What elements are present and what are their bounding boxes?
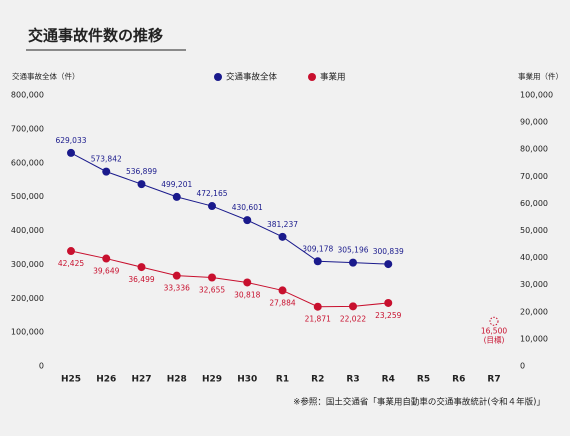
- x-tick-label: R2: [311, 375, 324, 385]
- x-tick-label: R4: [382, 375, 395, 385]
- x-tick-label: H30: [237, 375, 257, 385]
- data-point: [67, 247, 75, 256]
- legend-marker: [214, 73, 222, 81]
- y2-tick-label: 100,000: [520, 91, 553, 100]
- y-tick-label: 500,000: [11, 192, 44, 201]
- x-tick-label: R3: [346, 375, 359, 385]
- data-point: [243, 216, 252, 225]
- x-tick-label: H26: [96, 375, 116, 385]
- data-point: [208, 273, 216, 282]
- x-tick-label: R6: [452, 375, 465, 385]
- data-label: 430,601: [232, 203, 263, 212]
- y2-tick-label: 10,000: [520, 334, 548, 343]
- legend-label: 事業用: [320, 72, 346, 83]
- data-point: [278, 286, 287, 295]
- y-tick-label: 600,000: [11, 158, 44, 167]
- data-label: 381,237: [267, 220, 298, 229]
- legend-label: 交通事故全体: [226, 72, 278, 83]
- y-tick-label: 0: [39, 362, 44, 371]
- data-label: 33,336: [164, 284, 190, 293]
- data-label: 21,871: [305, 315, 331, 324]
- data-point: [208, 202, 216, 211]
- data-label: 305,196: [337, 246, 368, 255]
- data-label: 23,259: [375, 311, 401, 320]
- y-tick-label: 400,000: [11, 226, 44, 235]
- series-line: [70, 152, 389, 265]
- data-label: 472,165: [196, 189, 227, 198]
- x-tick-label: H25: [61, 375, 81, 385]
- y2-tick-label: 30,000: [520, 280, 548, 289]
- target-point: [489, 316, 499, 326]
- data-point: [384, 260, 393, 269]
- data-label: 36,499: [128, 275, 154, 284]
- y2-tick-label: 70,000: [520, 172, 548, 181]
- data-label: 42,425: [58, 259, 84, 268]
- data-point: [384, 298, 393, 307]
- data-label: 39,649: [93, 267, 119, 276]
- y-tick-label: 300,000: [11, 260, 44, 269]
- data-point: [172, 192, 181, 201]
- y-axis-label: 交通事故全体（件）: [12, 71, 80, 81]
- y-tick-label: 200,000: [11, 294, 44, 303]
- data-label: 300,839: [373, 247, 404, 256]
- y-tick-label: 800,000: [11, 91, 44, 100]
- data-point: [102, 254, 111, 263]
- source-note: ※参照：国土交通省「事業用自動車の交通事故統計(令和４年版)」: [293, 397, 545, 408]
- data-point: [172, 271, 181, 280]
- data-point: [349, 258, 357, 267]
- data-label: 573,842: [91, 155, 122, 164]
- x-tick-label: R1: [276, 375, 289, 385]
- data-point: [313, 257, 322, 266]
- legend-marker: [308, 73, 316, 81]
- y-tick-label: 100,000: [11, 328, 44, 337]
- y2-tick-label: 0: [520, 362, 525, 371]
- target-value-label: 16,500: [481, 326, 507, 335]
- data-label: 22,022: [340, 314, 366, 323]
- data-label: 27,884: [269, 298, 295, 307]
- y2-tick-label: 80,000: [520, 145, 548, 154]
- data-label: 32,655: [199, 286, 225, 295]
- data-point: [137, 263, 146, 272]
- data-point: [278, 232, 287, 241]
- data-label: 629,033: [55, 136, 86, 145]
- x-tick-label: H29: [202, 375, 222, 385]
- data-point: [67, 148, 75, 157]
- data-point: [102, 167, 111, 176]
- data-label: 536,899: [126, 167, 157, 176]
- x-tick-label: H27: [131, 375, 151, 385]
- y2-tick-label: 60,000: [520, 199, 548, 208]
- y-tick-label: 700,000: [11, 124, 44, 133]
- y2-tick-label: 40,000: [520, 253, 548, 262]
- x-tick-label: R7: [487, 375, 500, 385]
- data-point: [313, 302, 322, 311]
- data-label: 499,201: [161, 180, 192, 189]
- x-tick-label: H28: [167, 375, 187, 385]
- data-point: [243, 278, 252, 287]
- data-label: 309,178: [302, 244, 333, 253]
- target-label: (目標): [484, 334, 505, 344]
- data-label: 30,818: [234, 290, 260, 299]
- y2-tick-label: 20,000: [520, 307, 548, 316]
- y2-axis-label: 事業用（件）: [518, 71, 563, 81]
- data-point: [349, 302, 357, 311]
- series-line: [70, 250, 389, 308]
- y2-tick-label: 90,000: [520, 118, 548, 127]
- x-tick-label: R5: [417, 375, 430, 385]
- y2-tick-label: 50,000: [520, 226, 548, 235]
- chart-title: 交通事故件数の推移: [28, 27, 163, 45]
- data-point: [137, 180, 146, 189]
